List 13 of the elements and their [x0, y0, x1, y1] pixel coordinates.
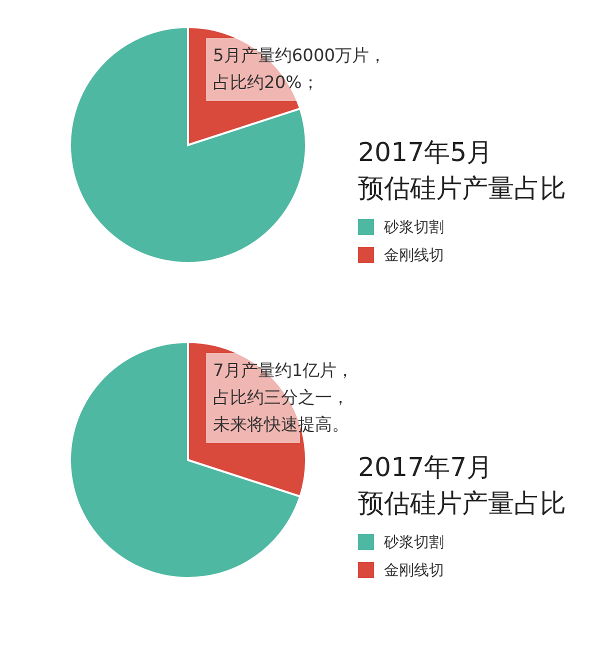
- legend-label: 金刚线切: [384, 561, 444, 579]
- text: 预估硅片产量占比: [358, 489, 566, 519]
- legend-label: 金刚线切: [384, 246, 444, 264]
- text: 预估硅片产量占比: [358, 174, 566, 204]
- text: 2017年5月: [358, 138, 493, 168]
- text: 2017年7月: [358, 453, 493, 483]
- text: 7月产量约1亿片，: [213, 361, 354, 381]
- legend-label: 砂浆切割: [383, 218, 444, 236]
- text: 未来将快速提高。: [213, 415, 349, 435]
- legend-label: 砂浆切割: [383, 533, 444, 551]
- text: 5月产量约6000万片，: [213, 46, 386, 66]
- text: 占比约20%；: [213, 73, 319, 93]
- text: 占比约三分之一，: [213, 388, 349, 408]
